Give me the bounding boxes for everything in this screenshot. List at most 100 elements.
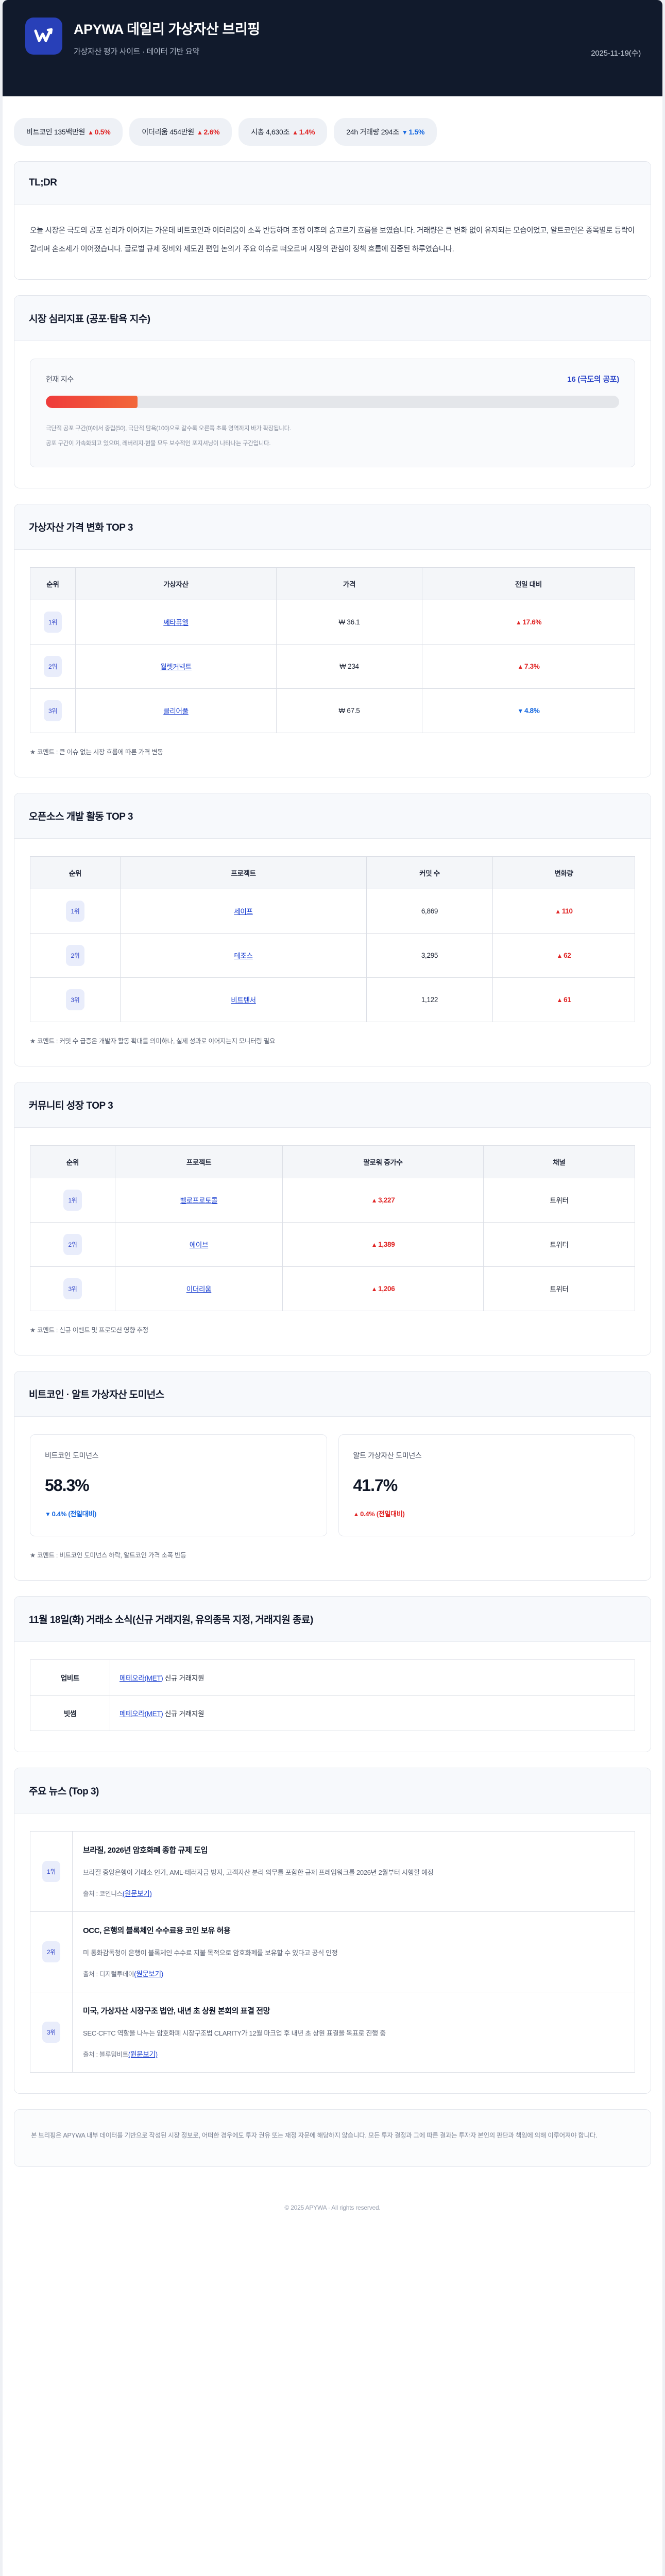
copyright-footer: © 2025 APYWA · All rights reserved.: [284, 2204, 381, 2212]
cell-rank: 2위: [30, 933, 121, 978]
stat-chip-delta: 2.6%: [197, 128, 220, 136]
cell-change: 110: [492, 888, 635, 934]
rank-badge: 3위: [42, 2021, 61, 2043]
exchange-detail: 메테오라(MET) 신규 거래지원: [110, 1694, 635, 1731]
cell-change: 62: [492, 933, 635, 978]
cell-rank: 1위: [30, 888, 121, 934]
cell-followers: 1,206: [282, 1266, 484, 1311]
news-source: 출처 : 디지털투데이(원문보기): [83, 1968, 624, 1978]
rank-badge: 2위: [42, 1941, 61, 1962]
news-source-link[interactable]: (원문보기): [122, 1889, 152, 1897]
listing-text: 신규 거래지원: [163, 1709, 204, 1718]
table-header-row: 순위 가상자산 가격 전일 대비: [30, 567, 635, 600]
asset-link[interactable]: 쎄타퓨엘: [163, 619, 189, 627]
asset-link[interactable]: 월렛커넥트: [160, 663, 192, 671]
col-project: 프로젝트: [115, 1145, 283, 1178]
project-link[interactable]: 비트텐서: [231, 996, 256, 1005]
gauge-note-line-1: 극단적 공포 구간(0)에서 중립(50), 극단적 탐욕(100)으로 갈수록…: [46, 426, 291, 432]
project-link[interactable]: 벨로프로토콜: [180, 1197, 218, 1205]
gauge-bar-track: [46, 396, 619, 409]
card-exchange-news: 11월 18일(화) 거래소 소식(신규 거래지원, 유의종목 지정, 거래지원…: [14, 1596, 651, 1752]
exchange-name: 빗썸: [30, 1694, 110, 1731]
stat-chip-marketcap: 시총 4,630조 1.4%: [238, 118, 328, 146]
news-title: 미국, 가상자산 시장구조 법안, 내년 초 상원 본회의 표결 전망: [83, 2006, 270, 2015]
col-asset: 가상자산: [75, 567, 277, 600]
stat-chip-delta: 0.5%: [88, 128, 111, 136]
cell-rank: 3위: [30, 1991, 73, 2073]
news-source-link[interactable]: (원문보기): [128, 2050, 158, 2058]
community-top3-table: 순위 프로젝트 팔로워 증가수 채널 1위 벨로프로토콜 3,227 트위터 2…: [30, 1145, 635, 1311]
rank-badge: 2위: [66, 944, 84, 966]
cell-rank: 2위: [30, 1911, 73, 1992]
news-top3-table: 1위 브라질, 2026년 암호화폐 종합 규제 도입 브라질 중앙은행이 거래…: [30, 1831, 635, 2073]
rank-badge: 1위: [43, 611, 62, 633]
project-link[interactable]: 이더리움: [186, 1285, 212, 1294]
card-title-exchange-news: 11월 18일(화) 거래소 소식(신규 거래지원, 유의종목 지정, 거래지원…: [14, 1596, 651, 1642]
stat-chip-label: 시총 4,630조: [251, 128, 290, 136]
project-link[interactable]: 세이프: [234, 908, 253, 916]
card-title-price-top3: 가상자산 가격 변화 TOP 3: [14, 504, 651, 550]
table-row: 1위 벨로프로토콜 3,227 트위터: [30, 1177, 635, 1223]
listing-text: 신규 거래지원: [163, 1674, 204, 1682]
change-value: 17.6%: [516, 618, 542, 626]
table-row: 1위 쎄타퓨엘 ₩ 36.1 17.6%: [30, 599, 635, 645]
table-row: 3위 클리어풀 ₩ 67.5 4.8%: [30, 688, 635, 733]
dominance-grid: 비트코인 도미넌스 58.3% 0.4% (전일대비) 알트 가상자산 도미넌스…: [30, 1434, 635, 1536]
tldr-paragraph: 오늘 시장은 극도의 공포 심리가 이어지는 가운데 비트코인과 이더리움이 소…: [30, 227, 635, 253]
news-title: 브라질, 2026년 암호화폐 종합 규제 도입: [83, 1845, 208, 1855]
cell-price: ₩ 67.5: [276, 688, 422, 733]
dominance-card-btc: 비트코인 도미넌스 58.3% 0.4% (전일대비): [30, 1434, 327, 1536]
cell-asset: 월렛커넥트: [75, 643, 277, 689]
table-header-row: 순위 프로젝트 커밋 수 변화량: [30, 856, 635, 889]
news-title: OCC, 은행의 블록체인 수수료용 코인 보유 허용: [83, 1926, 231, 1935]
gauge-note-block: 극단적 공포 구간(0)에서 중립(50), 극단적 탐욕(100)으로 갈수록…: [46, 421, 619, 451]
community-top3-comment: ★ 코멘트 : 신규 이벤트 및 프로모션 영향 추정: [30, 1326, 148, 1334]
project-link[interactable]: 테조스: [234, 952, 253, 960]
change-value: 61: [557, 996, 571, 1004]
cell-news: 브라질, 2026년 암호화폐 종합 규제 도입 브라질 중앙은행이 거래소 인…: [72, 1831, 635, 1912]
exchange-detail: 메테오라(MET) 신규 거래지원: [110, 1659, 635, 1696]
stat-chip-label: 비트코인 135백만원: [26, 128, 86, 136]
asset-link[interactable]: 클리어풀: [163, 707, 189, 716]
news-source-link[interactable]: (원문보기): [134, 1970, 163, 1978]
cell-project: 벨로프로토콜: [115, 1177, 283, 1223]
news-description: SEC·CFTC 역할을 나누는 암호화폐 시장구조법 CLARITY가 12월…: [83, 2029, 386, 2038]
project-link[interactable]: 에이브: [189, 1241, 209, 1249]
cell-channel: 트위터: [483, 1177, 635, 1223]
cell-project: 세이프: [120, 888, 367, 934]
report-date: 2025-11-19(수): [591, 49, 641, 58]
dev-top3-table: 순위 프로젝트 커밋 수 변화량 1위 세이프 6,869 110 2위: [30, 856, 635, 1022]
card-body-price-top3: 순위 가상자산 가격 전일 대비 1위 쎄타퓨엘 ₩ 36.1 17.6% 2위: [14, 550, 651, 777]
col-rank: 순위: [30, 567, 76, 600]
listing-link[interactable]: 메테오라(MET): [120, 1709, 163, 1718]
gauge-label: 현재 지수: [46, 375, 74, 384]
cell-channel: 트위터: [483, 1266, 635, 1311]
cell-price: ₩ 36.1: [276, 599, 422, 645]
page-subtitle: 가상자산 평가 사이트 · 데이터 기반 요약: [74, 47, 199, 57]
cell-rank: 2위: [30, 643, 76, 689]
page-title: APYWA 데일리 가상자산 브리핑: [74, 22, 260, 37]
fear-greed-gauge: 현재 지수 16 (극도의 공포) 극단적 공포 구간(0)에서 중립(50),…: [30, 359, 635, 467]
cell-news: OCC, 은행의 블록체인 수수료용 코인 보유 허용 미 통화감독청이 은행이…: [72, 1911, 635, 1992]
gauge-bar-fill: [46, 396, 138, 409]
table-row: 3위 이더리움 1,206 트위터: [30, 1266, 635, 1311]
news-source: 출처 : 코인니스(원문보기): [83, 1888, 624, 1898]
cell-commits: 6,869: [366, 888, 493, 934]
dominance-label: 알트 가상자산 도미넌스: [353, 1451, 422, 1460]
market-stat-chips: 비트코인 135백만원 0.5% 이더리움 454만원 2.6% 시총 4,63…: [3, 96, 662, 146]
card-tldr: TL;DR 오늘 시장은 극도의 공포 심리가 이어지는 가운데 비트코인과 이…: [14, 161, 651, 280]
cell-project: 비트텐서: [120, 977, 367, 1022]
gauge-note-line-2: 공포 구간이 가속화되고 있으며, 레버리지·현물 모두 보수적인 포지셔닝이 …: [46, 440, 271, 447]
disclaimer-block: 본 브리핑은 APYWA 내부 데이터를 기반으로 작성된 시장 정보로, 어떠…: [14, 2109, 651, 2167]
col-change: 전일 대비: [422, 567, 635, 600]
table-row: 2위 월렛커넥트 ₩ 234 7.3%: [30, 643, 635, 689]
news-source-name: 출처 : 코인니스: [83, 1890, 123, 1897]
dominance-value: 58.3%: [45, 1476, 90, 1495]
gauge-value: 16 (극도의 공포): [567, 375, 619, 384]
listing-link[interactable]: 메테오라(MET): [120, 1674, 163, 1682]
card-community-top3: 커뮤니티 성장 TOP 3 순위 프로젝트 팔로워 증가수 채널 1위 벨로프로…: [14, 1081, 651, 1355]
news-row: 1위 브라질, 2026년 암호화폐 종합 규제 도입 브라질 중앙은행이 거래…: [30, 1831, 635, 1912]
cell-change: 61: [492, 977, 635, 1022]
cell-price: ₩ 234: [276, 643, 422, 689]
